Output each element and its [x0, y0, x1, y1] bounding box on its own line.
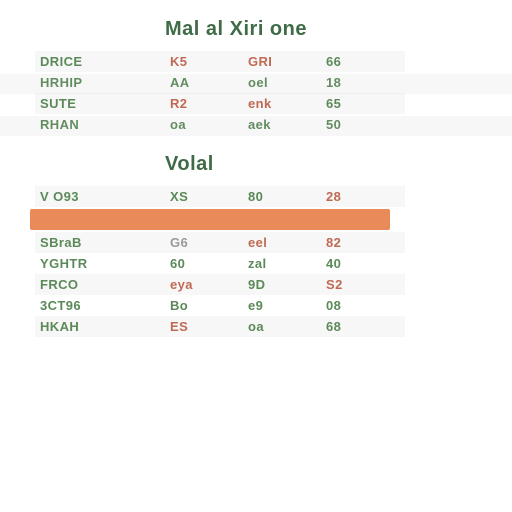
row-c3: S2: [326, 277, 404, 292]
row-label: FRCO: [35, 277, 170, 292]
row-c1: 60: [170, 256, 248, 271]
row-c2: zal: [248, 256, 326, 271]
header-c2: 80: [248, 189, 326, 204]
row-c2: 9D: [248, 277, 326, 292]
section-title-2: Volal: [0, 153, 512, 176]
row-c1: Bo: [170, 298, 248, 313]
row-c2: GRI: [248, 54, 326, 69]
row-c3: 66: [326, 54, 404, 69]
row-c1: R2: [170, 96, 248, 111]
row-label: HKAH: [35, 319, 170, 334]
row-c3: 82: [326, 235, 404, 250]
section-title-1: Mal al Xiri one: [0, 18, 512, 41]
table-header-row: V O93XS8028: [35, 186, 405, 207]
row-c3: 08: [326, 298, 404, 313]
row-c3: 40: [326, 256, 404, 271]
row-label: 3CT96: [35, 298, 170, 313]
row-c1: K5: [170, 54, 248, 69]
bg-band: [0, 74, 512, 94]
row-c1: G6: [170, 235, 248, 250]
row-label: SUTE: [35, 96, 170, 111]
row-label: SBraB: [35, 235, 170, 250]
table-row: YGHTR60zal40: [35, 253, 405, 274]
table-row: SUTER2enk65: [35, 93, 405, 114]
table-row: FRCOeya9DS2: [35, 274, 405, 295]
highlight-bar: [30, 209, 390, 230]
page: { "colors": { "title": "#3f6b46", "green…: [0, 0, 512, 512]
row-c3: 68: [326, 319, 404, 334]
row-label: DRICE: [35, 54, 170, 69]
row-c1: eya: [170, 277, 248, 292]
row-c2: oa: [248, 319, 326, 334]
row-c2: enk: [248, 96, 326, 111]
row-c1: ES: [170, 319, 248, 334]
row-c3: 65: [326, 96, 404, 111]
table-row: DRICEK5GRI66: [35, 51, 405, 72]
row-c2: e9: [248, 298, 326, 313]
table-row: SBraBG6eel82: [35, 232, 405, 253]
header-c3: 28: [326, 189, 404, 204]
table-2: V O93XS8028SBraBG6eel82YGHTR60zal40FRCOe…: [0, 186, 405, 337]
bg-band: [0, 116, 512, 136]
header-label: V O93: [35, 189, 170, 204]
row-label: YGHTR: [35, 256, 170, 271]
table-row: HKAHESoa68: [35, 316, 405, 337]
table-row: 3CT96Boe908: [35, 295, 405, 316]
header-c1: XS: [170, 189, 248, 204]
row-c2: eel: [248, 235, 326, 250]
